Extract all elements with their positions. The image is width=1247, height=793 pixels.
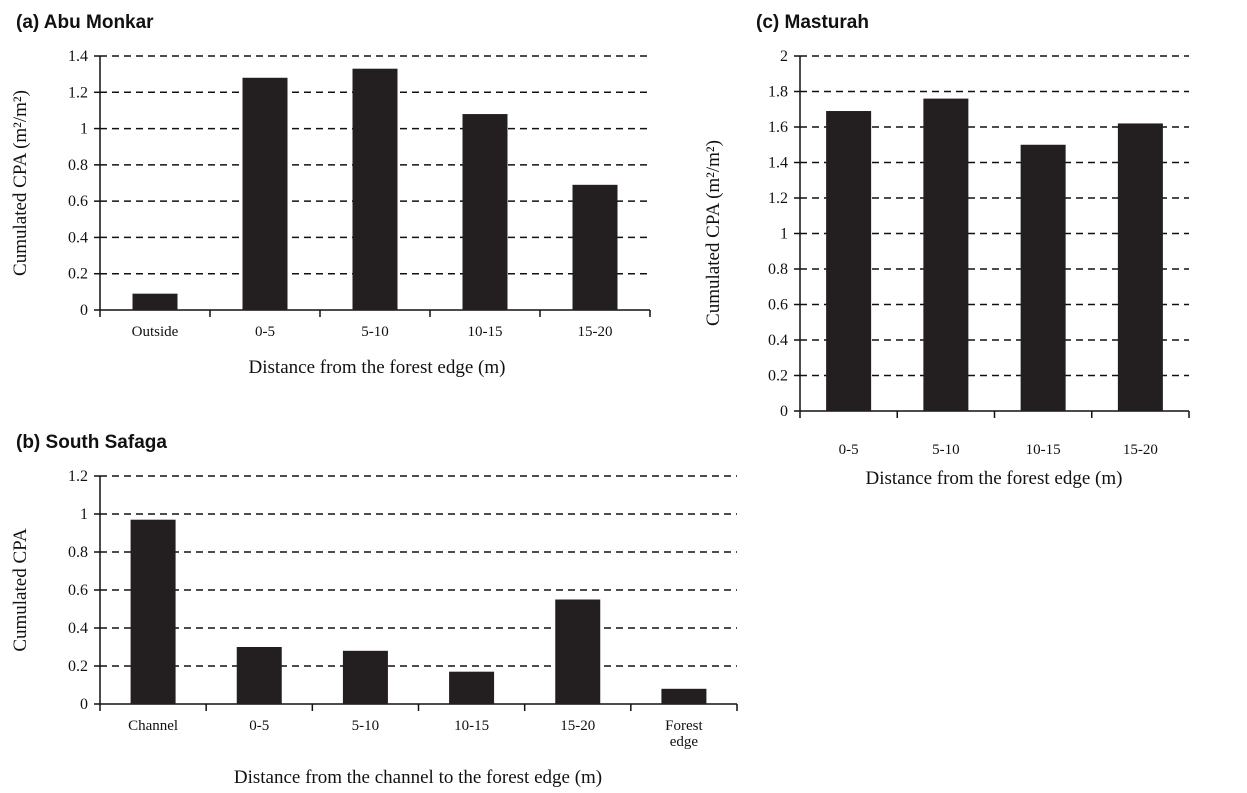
bar	[130, 519, 176, 704]
y-tick-label: 0	[80, 696, 88, 713]
bar	[1020, 144, 1066, 411]
x-axis-title: Distance from the channel to the forest …	[234, 767, 602, 788]
bar	[462, 114, 508, 310]
chart-masturah: (c) Masturah Cumulated CPA (m²/m²) Dista…	[703, 12, 1190, 489]
y-tick-label: 1	[780, 226, 788, 243]
y-tick-label: 0.4	[68, 229, 88, 246]
chart-south-safaga: (b) South Safaga Cumulated CPA Distance …	[10, 432, 738, 788]
y-tick-label: 1.4	[768, 155, 788, 172]
x-tick-label: 15-20	[1123, 442, 1158, 458]
y-axis-title: Cumulated CPA (m²/m²)	[10, 90, 31, 276]
y-tick-label: 2	[780, 48, 788, 65]
y-tick-label: 0.6	[68, 582, 88, 599]
bar	[1117, 123, 1163, 411]
bar	[132, 293, 178, 310]
chart-title: (c) Masturah	[756, 12, 869, 33]
bar	[236, 647, 282, 704]
x-tick-label: 0-5	[839, 442, 859, 458]
y-tick-label: 1.8	[768, 84, 788, 101]
y-tick-label: 1.6	[768, 119, 788, 136]
bar	[242, 77, 288, 311]
y-tick-label: 1.2	[68, 84, 88, 101]
bar	[449, 671, 495, 704]
y-tick-label: 1.4	[68, 48, 88, 65]
y-tick-label: 1	[80, 121, 88, 138]
x-tick-label: 10-15	[454, 718, 489, 734]
chart-title: (a) Abu Monkar	[16, 12, 154, 33]
x-axis-title: Distance from the forest edge (m)	[249, 357, 506, 378]
y-tick-label: 1.2	[68, 468, 88, 485]
x-axis-title: Distance from the forest edge (m)	[866, 468, 1123, 489]
y-tick-label: 1.2	[768, 190, 788, 207]
y-tick-label: 0.4	[68, 620, 88, 637]
y-tick-label: 0.4	[768, 332, 788, 349]
x-tick-label: Outside	[132, 324, 179, 340]
x-tick-label: 10-15	[468, 324, 503, 340]
x-tick-label: 15-20	[560, 718, 595, 734]
y-tick-label: 0.2	[68, 266, 88, 283]
y-axis-title: Cumulated CPA (m²/m²)	[703, 140, 724, 326]
x-tick-label: Channel	[128, 718, 178, 734]
chart-abu-monkar: (a) Abu Monkar Cumulated CPA (m²/m²) Dis…	[10, 12, 651, 378]
bar	[923, 98, 969, 411]
x-tick-label: 5-10	[932, 442, 960, 458]
bar	[555, 599, 601, 704]
y-tick-label: 0.2	[68, 658, 88, 675]
y-tick-label: 0.6	[68, 193, 88, 210]
x-tick-label: 0-5	[249, 718, 269, 734]
bar	[352, 68, 398, 310]
y-tick-label: 1	[80, 506, 88, 523]
bar	[826, 111, 872, 412]
x-tick-label: 0-5	[255, 324, 275, 340]
bar	[342, 650, 388, 704]
bar	[572, 184, 618, 310]
x-tick-label: 10-15	[1026, 442, 1061, 458]
x-tick-label: Forest edge	[665, 718, 703, 750]
x-tick-label: 5-10	[361, 324, 389, 340]
y-axis-title: Cumulated CPA	[10, 528, 31, 652]
y-tick-label: 0.2	[768, 368, 788, 385]
bar	[661, 688, 707, 704]
y-tick-label: 0.8	[768, 261, 788, 278]
y-tick-label: 0	[780, 403, 788, 420]
y-tick-label: 0.8	[68, 544, 88, 561]
y-tick-label: 0.8	[68, 157, 88, 174]
chart-title: (b) South Safaga	[16, 432, 167, 453]
y-tick-label: 0.6	[768, 297, 788, 314]
y-tick-label: 0	[80, 302, 88, 319]
x-tick-label: 15-20	[578, 324, 613, 340]
x-tick-label: 5-10	[352, 718, 380, 734]
